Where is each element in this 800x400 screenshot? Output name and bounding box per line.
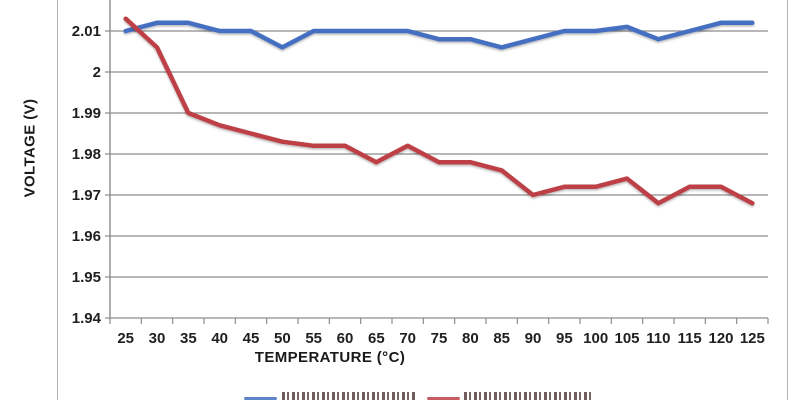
- x-tick-label: 75: [431, 330, 448, 347]
- x-tick-label: 110: [646, 330, 670, 347]
- x-tick-label: 45: [243, 330, 260, 347]
- legend-swatch-blue: [244, 397, 277, 400]
- y-tick-label: 1.96: [72, 228, 101, 245]
- x-tick-label: 30: [149, 330, 166, 347]
- legend-swatch-red: [427, 397, 460, 400]
- figure-left-border: [57, 0, 58, 400]
- x-tick-label: 65: [368, 330, 385, 347]
- x-tick-label: 125: [740, 330, 765, 347]
- y-tick-label: 1.95: [72, 269, 101, 286]
- x-tick-label: 35: [180, 330, 197, 347]
- x-tick-label: 115: [678, 330, 702, 347]
- x-tick-label: 55: [305, 330, 322, 347]
- y-axis-title: VOLTAGE (V): [21, 98, 39, 198]
- x-tick-label: 95: [556, 330, 573, 347]
- y-tick-label: 2.01: [72, 23, 101, 40]
- x-tick-label: 80: [462, 330, 479, 347]
- x-tick-label: 120: [708, 330, 733, 347]
- x-tick-label: 100: [583, 330, 608, 347]
- y-tick-label: 1.94: [72, 310, 102, 327]
- x-tick-label: 85: [493, 330, 510, 347]
- y-tick-label: 2: [93, 64, 101, 81]
- legend-label-cutoff-2: [464, 392, 593, 400]
- x-tick-label: 105: [614, 330, 639, 347]
- x-tick-label: 25: [117, 330, 134, 347]
- figure-right-border: [787, 0, 788, 400]
- red-series-line: [123, 16, 755, 206]
- y-tick-label: 1.98: [72, 146, 101, 163]
- y-tick-label: 1.99: [72, 105, 101, 122]
- x-tick-label: 50: [274, 330, 291, 347]
- legend-label-cutoff-1: [282, 392, 415, 400]
- x-axis-title: TEMPERATURE (°C): [254, 349, 406, 366]
- x-tick-label: 90: [525, 330, 542, 347]
- blue-series-line: [123, 20, 755, 50]
- x-tick-label: 60: [337, 330, 354, 347]
- legend-cutoff: [0, 390, 800, 400]
- y-tick-label: 1.97: [72, 187, 101, 204]
- x-tick-label: 70: [399, 330, 416, 347]
- x-tick-label: 40: [211, 330, 228, 347]
